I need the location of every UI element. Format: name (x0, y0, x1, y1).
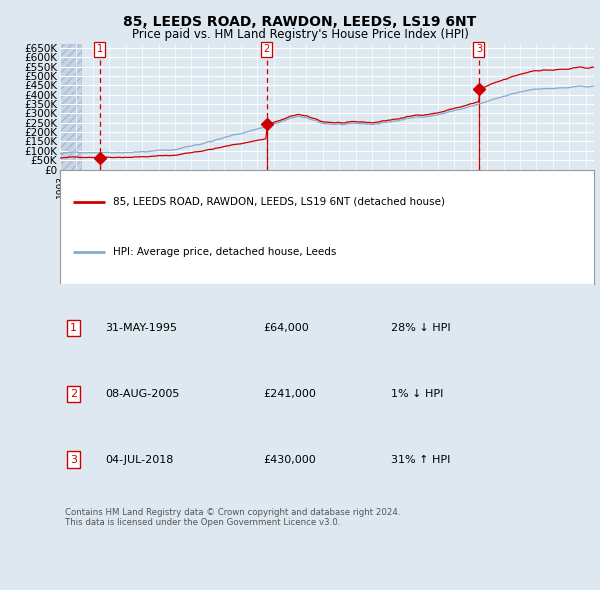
Text: £64,000: £64,000 (263, 323, 308, 333)
Text: 3: 3 (476, 44, 482, 54)
Text: Price paid vs. HM Land Registry's House Price Index (HPI): Price paid vs. HM Land Registry's House … (131, 28, 469, 41)
Text: 31-MAY-1995: 31-MAY-1995 (106, 323, 178, 333)
Text: 3: 3 (70, 454, 77, 464)
Text: 2: 2 (70, 389, 77, 399)
Text: £241,000: £241,000 (263, 389, 316, 399)
Text: Contains HM Land Registry data © Crown copyright and database right 2024.
This d: Contains HM Land Registry data © Crown c… (65, 508, 401, 527)
Text: HPI: Average price, detached house, Leeds: HPI: Average price, detached house, Leed… (113, 247, 337, 257)
Text: 85, LEEDS ROAD, RAWDON, LEEDS, LS19 6NT: 85, LEEDS ROAD, RAWDON, LEEDS, LS19 6NT (124, 15, 476, 29)
Text: 31% ↑ HPI: 31% ↑ HPI (391, 454, 451, 464)
Text: £430,000: £430,000 (263, 454, 316, 464)
Text: 04-JUL-2018: 04-JUL-2018 (106, 454, 174, 464)
Text: 1% ↓ HPI: 1% ↓ HPI (391, 389, 443, 399)
Text: 28% ↓ HPI: 28% ↓ HPI (391, 323, 451, 333)
Text: 85, LEEDS ROAD, RAWDON, LEEDS, LS19 6NT (detached house): 85, LEEDS ROAD, RAWDON, LEEDS, LS19 6NT … (113, 196, 445, 206)
Text: 1: 1 (97, 44, 103, 54)
Text: 2: 2 (264, 44, 270, 54)
Text: 08-AUG-2005: 08-AUG-2005 (106, 389, 180, 399)
Text: 1: 1 (70, 323, 77, 333)
